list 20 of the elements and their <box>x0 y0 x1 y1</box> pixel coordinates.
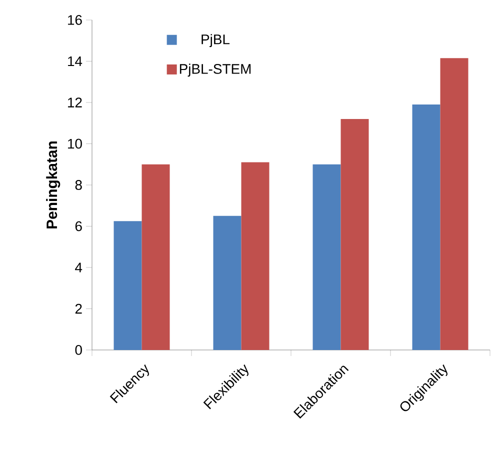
bar <box>412 104 440 350</box>
y-tick-label: 16 <box>68 15 82 25</box>
y-tick-label: 6 <box>75 221 82 232</box>
bar <box>142 164 170 350</box>
y-tick-label: 10 <box>68 138 82 149</box>
bar <box>312 164 341 350</box>
bar <box>440 58 468 350</box>
y-tick-label: 14 <box>68 56 82 66</box>
bar <box>340 118 369 350</box>
bar <box>114 221 142 350</box>
y-tick-label: 2 <box>75 304 82 314</box>
y-tick-label: 8 <box>75 180 82 190</box>
y-tick-label: 0 <box>75 345 82 355</box>
bar <box>213 216 242 350</box>
y-tick-label: 12 <box>68 98 82 108</box>
legend-label: PjBL-STEM <box>180 64 251 77</box>
y-axis-title: Peningkatan <box>46 141 60 228</box>
y-tick-label: 4 <box>75 262 82 272</box>
legend-label: PjBL <box>202 34 230 48</box>
bar <box>241 162 270 350</box>
